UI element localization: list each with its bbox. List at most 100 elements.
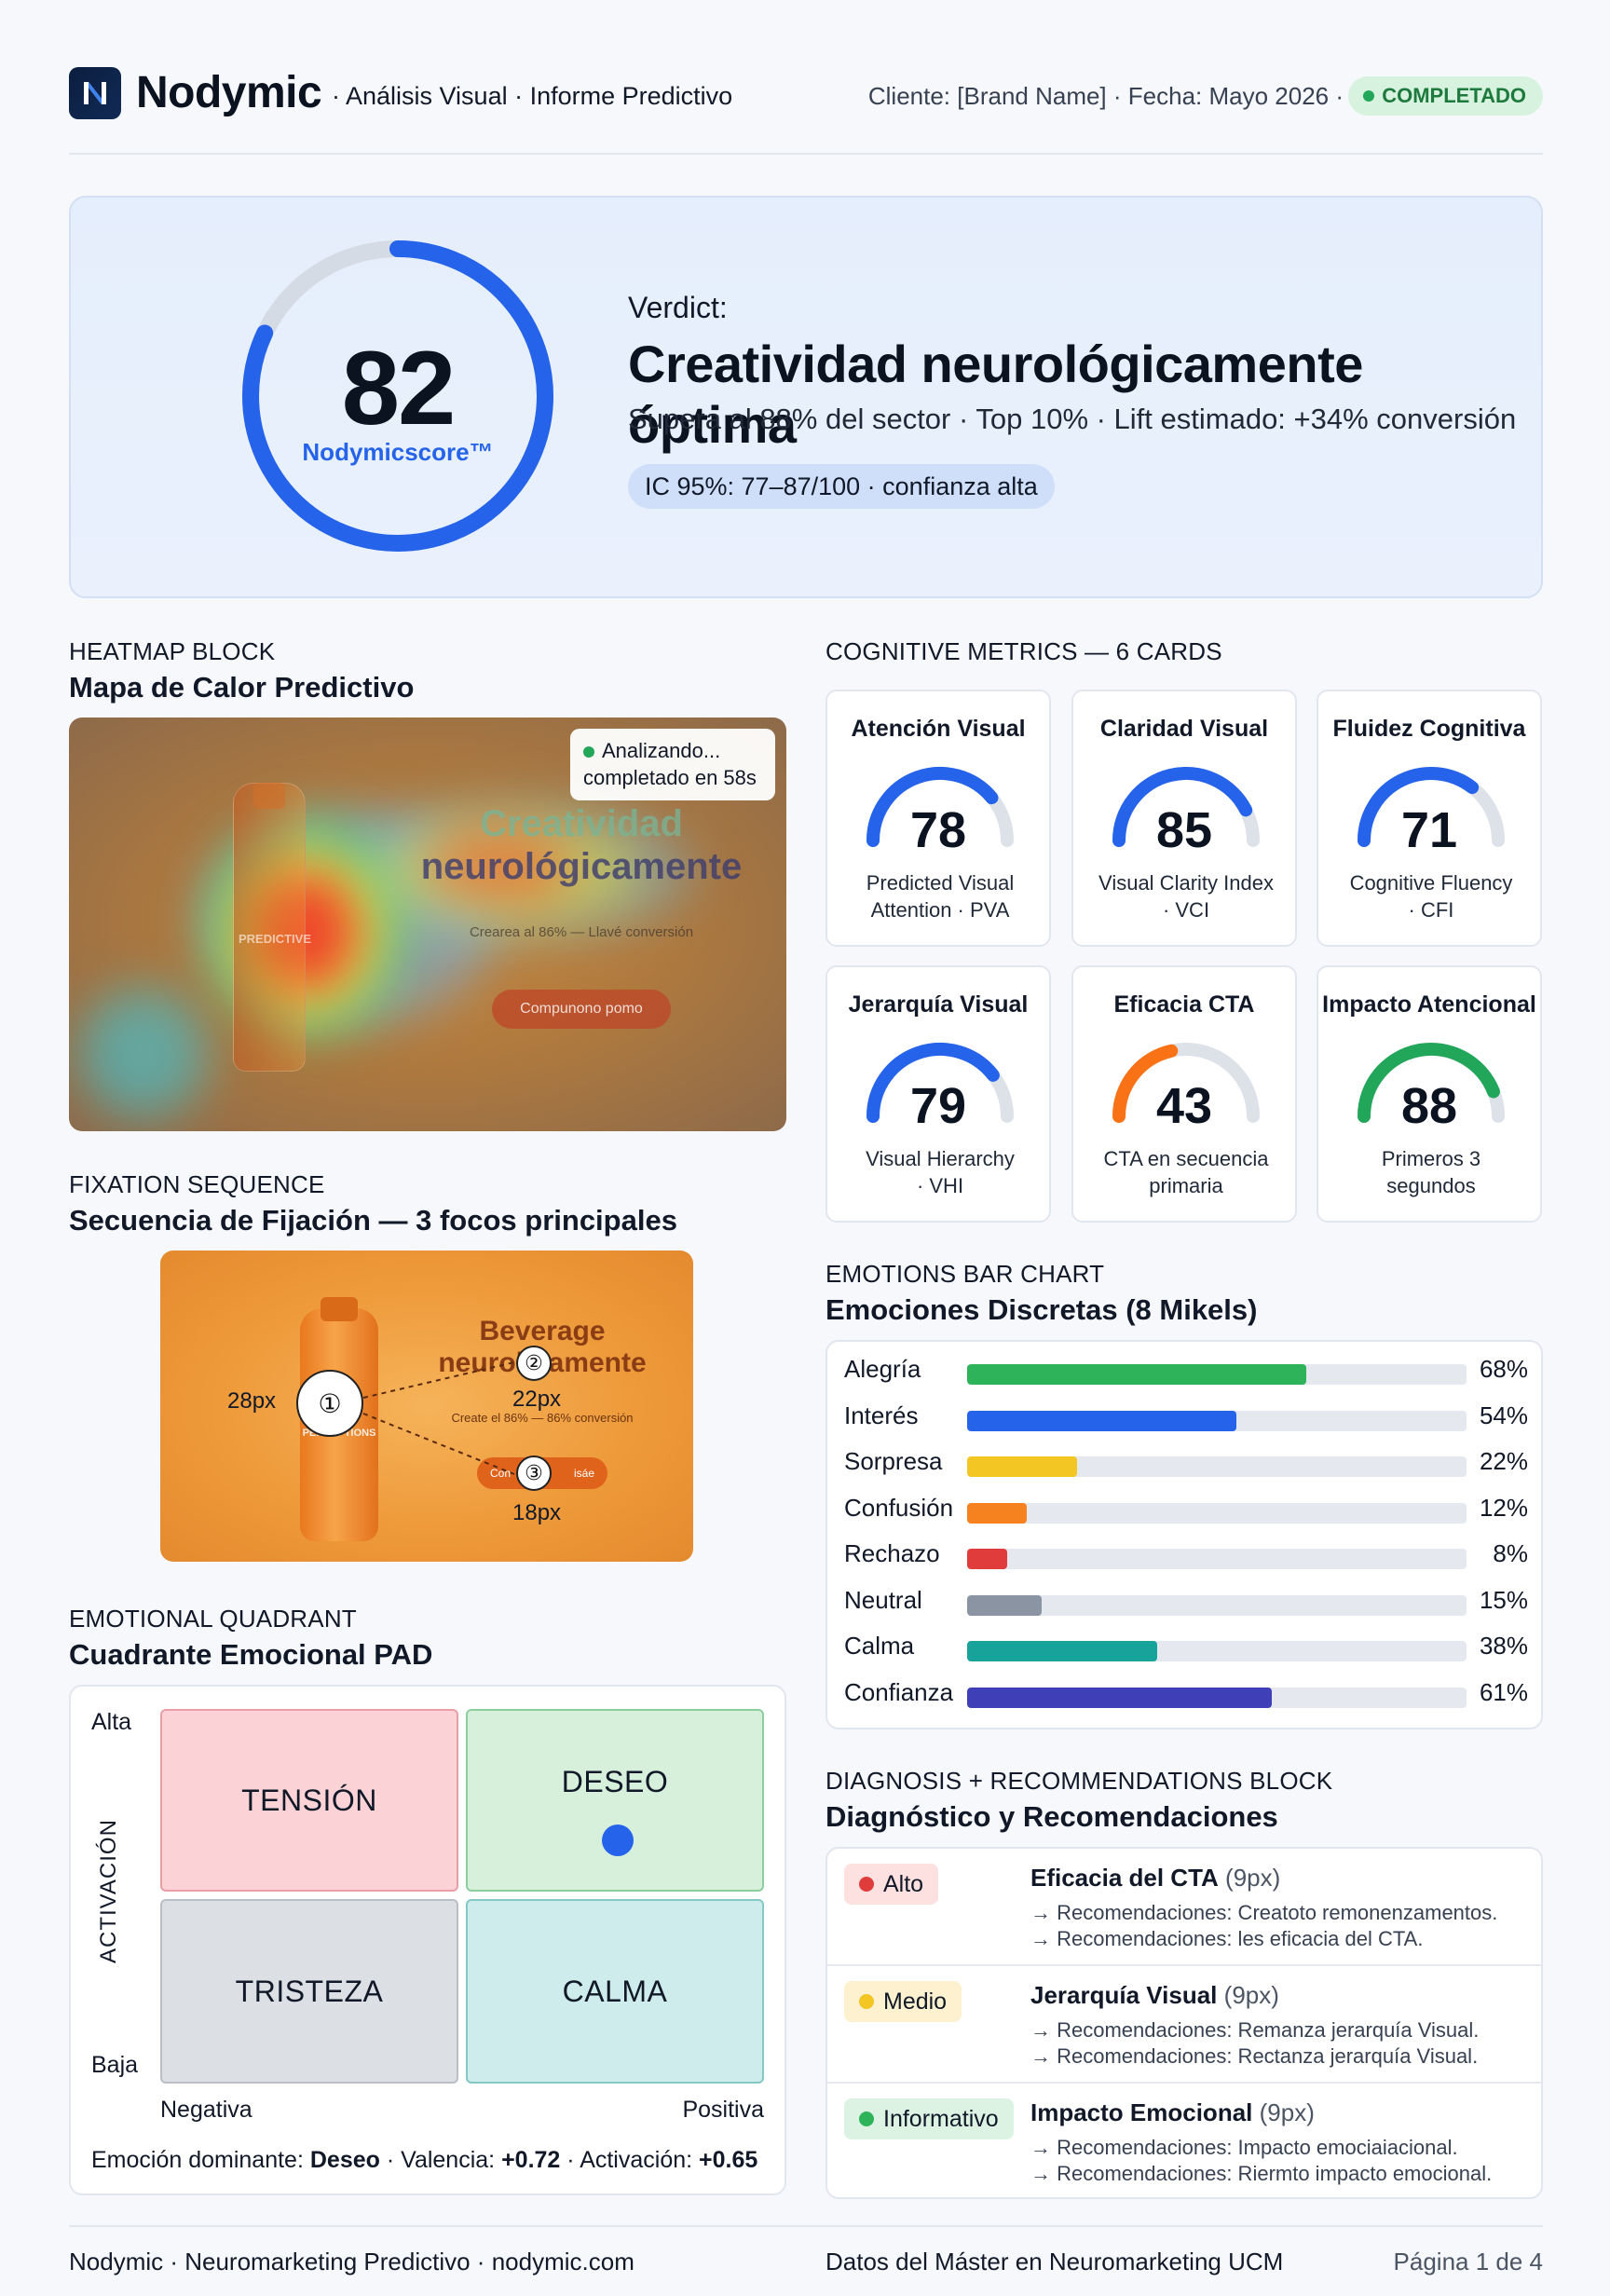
footer-left: Nodymic · Neuromarketing Predictivo · no… <box>69 2248 634 2276</box>
emotion-name: Rechazo <box>844 1539 940 1567</box>
metric-card-subtitle: Cognitive Fluency · CFI <box>1328 870 1535 923</box>
metric-card-subtitle: Visual Clarity Index · VCI <box>1083 870 1289 923</box>
report-header: Nodymic · Análisis Visual · Informe Pred… <box>69 65 1543 155</box>
metric-gauge-fill <box>1112 1044 1179 1123</box>
fixation-ad-headline-1: Beverage <box>479 1316 606 1346</box>
bottle-shape <box>233 783 306 1072</box>
quadrant-desire: DESEO <box>466 1709 764 1892</box>
emotion-value: 61% <box>1479 1677 1528 1706</box>
severity-label: Medio <box>883 1988 948 2015</box>
analysis-dot-icon <box>583 746 594 758</box>
footer-page-number: Página 1 de 4 <box>1393 2248 1543 2276</box>
fixation-title: Secuencia de Fijación — 3 focos principa… <box>69 1204 677 1237</box>
diagnosis-row: Medio Jerarquía Visual (9px) → Recomendaci… <box>827 1966 1541 2084</box>
emotion-bar-track <box>967 1687 1467 1708</box>
summary-value-valence: +0.72 <box>501 2147 561 2173</box>
metric-gauge-fill <box>1112 767 1253 847</box>
emotion-bar-fill <box>967 1410 1237 1431</box>
metric-gauge <box>866 766 1014 847</box>
diagnosis-item-tag: (9px) <box>1259 2098 1315 2126</box>
confidence-interval-pill: IC 95%: 77–87/100 · confianza alta <box>628 464 1055 509</box>
emotion-name: Confianza <box>844 1677 954 1706</box>
emotion-name: Interés <box>844 1401 919 1429</box>
recommendation-line-2: → Recomendaciones: les eficacia del CTA. <box>1030 1927 1424 1950</box>
diagnosis-item-title: Eficacia del CTA (9px) <box>1030 1864 1280 1893</box>
severity-pill: Alto <box>844 1864 939 1905</box>
emotion-row: Sorpresa 22% <box>844 1443 1528 1481</box>
metric-card-title: Jerarquía Visual <box>848 991 1029 1018</box>
quadrant-sadness: TRISTEZA <box>160 1899 458 2084</box>
analysis-status-line2: completado en 58s <box>583 765 757 789</box>
fixation-point-2: ② <box>516 1346 552 1381</box>
dominant-emotion-marker <box>602 1824 634 1856</box>
metric-card-value: 79 <box>909 1078 967 1134</box>
metric-gauge <box>1358 766 1505 847</box>
diagnosis-item-title: Jerarquía Visual (9px) <box>1030 1981 1279 2010</box>
metric-card-subtitle-line2: · CFI <box>1408 897 1454 922</box>
emotion-bar-fill <box>967 1594 1043 1616</box>
metric-card: Claridad Visual 85 Visual Clarity Index · V… <box>1071 690 1297 947</box>
nodymic-score-label: Nodymicscore™ <box>302 438 494 466</box>
emotion-value: 8% <box>1493 1539 1528 1567</box>
footer-center: Datos del Máster en Neuromarketing UCM <box>825 2248 1284 2276</box>
summary-label-dominant: Emoción dominante: <box>91 2147 304 2173</box>
emotions-eyebrow: EMOTIONS BAR CHART <box>825 1260 1105 1288</box>
severity-pill: Informativo <box>844 2098 1014 2139</box>
emotion-value: 54% <box>1479 1401 1528 1429</box>
metric-card-subtitle-line1: Primeros 3 <box>1381 1147 1481 1170</box>
y-axis-label: ACTIVACIÓN <box>96 1819 121 1963</box>
metric-card-value: 78 <box>909 802 967 858</box>
emotion-value: 68% <box>1479 1355 1528 1383</box>
metric-card-subtitle-line2: primaria <box>1149 1173 1223 1197</box>
y-axis-high: Alta <box>91 1709 132 1735</box>
metric-card-subtitle-line1: Cognitive Fluency <box>1349 871 1513 895</box>
recommendation-line-1: → Recomendaciones: Remanza jerarquía Vis… <box>1030 2018 1480 2042</box>
severity-dot-icon <box>859 1877 874 1892</box>
status-label: COMPLETADO <box>1382 84 1526 107</box>
emotion-bar-track <box>967 1549 1467 1569</box>
quadrant-calm: CALMA <box>466 1899 764 2084</box>
metric-card: Fluidez Cognitiva 71 Cognitive Fluency · CF… <box>1317 690 1542 947</box>
score-ring-gauge <box>242 240 553 552</box>
ad-headline-2: neurológicamente <box>420 846 743 887</box>
metric-card: Atención Visual 78 Predicted Visual Attenti… <box>825 690 1051 947</box>
heatmap-eyebrow: HEATMAP BLOCK <box>69 637 276 665</box>
score-ring-fill <box>242 240 553 552</box>
emotion-bar-track <box>967 1502 1467 1524</box>
client-date-meta: Cliente: [Brand Name] · Fecha: Mayo 2026… <box>867 82 1344 110</box>
emotion-bar-fill <box>967 1641 1157 1661</box>
metrics-eyebrow: COGNITIVE METRICS — 6 CARDS <box>825 637 1222 665</box>
metric-card-subtitle-line1: CTA en secuencia <box>1103 1147 1269 1170</box>
summary-value-arousal: +0.65 <box>699 2147 758 2173</box>
metric-card-subtitle: CTA en secuencia primaria <box>1083 1146 1289 1199</box>
metric-card-subtitle-line2: · VHI <box>916 1173 964 1197</box>
metric-card-subtitle-line2: segundos <box>1386 1173 1476 1197</box>
footer-divider <box>69 2225 1543 2227</box>
report-subtitle: · Análisis Visual · Informe Predictivo <box>332 82 733 110</box>
analysis-status-popover: Analizando... completado en 58s <box>570 729 775 801</box>
analysis-status-line1: Analizando... <box>602 739 721 762</box>
metric-card-subtitle-line2: · VCI <box>1162 897 1210 922</box>
diagnosis-item-tag: (9px) <box>1223 1981 1279 2009</box>
fixation-point-3-label: 18px <box>512 1500 562 1525</box>
emotion-name: Sorpresa <box>844 1447 943 1475</box>
metric-gauge <box>1358 1042 1505 1123</box>
metric-gauge <box>866 1042 1014 1123</box>
fixation-image: PERCEPTIONS Beverage neurolo amente Crea… <box>160 1250 693 1562</box>
ad-headline-1: Creatividad <box>480 803 683 844</box>
emotion-row: Confusión 12% <box>844 1490 1528 1527</box>
emotion-bar-track <box>967 1641 1467 1661</box>
fixation-ad-subline: Create el 86% — 86% conversión <box>451 1411 634 1425</box>
emotion-value: 15% <box>1479 1585 1528 1614</box>
emotion-bar-fill <box>967 1687 1272 1708</box>
fixation-cta-text-tail: isáe <box>573 1467 594 1480</box>
emotion-bar-track <box>967 1410 1467 1431</box>
emotion-value: 12% <box>1479 1493 1528 1522</box>
metric-gauge-fill <box>866 1043 1000 1123</box>
nodymic-logo <box>69 67 121 119</box>
emotion-row: Calma 38% <box>844 1628 1528 1665</box>
status-dot-icon <box>1363 90 1375 102</box>
metric-card-subtitle-line2: Attention · PVA <box>870 897 1010 922</box>
emotion-name: Calma <box>844 1632 915 1660</box>
metric-card-value: 85 <box>1155 802 1213 858</box>
